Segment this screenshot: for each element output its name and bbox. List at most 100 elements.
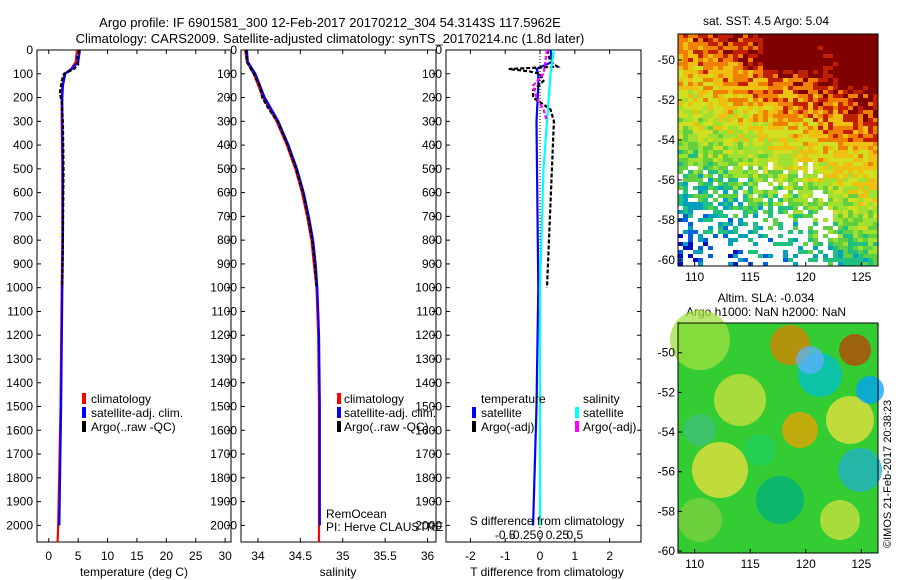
sst-cell (688, 258, 694, 263)
sst-cell (843, 122, 849, 127)
sst-cell (703, 210, 709, 215)
sst-cell (733, 122, 739, 127)
sst-cell (768, 78, 774, 83)
sst-cell (873, 118, 879, 123)
sst-cell (678, 90, 684, 95)
sst-cell (788, 206, 794, 211)
sst-cell (703, 170, 709, 175)
sst-cell (863, 62, 869, 67)
sst-cell (778, 34, 784, 39)
sst-cell (703, 142, 709, 147)
sst-cell (728, 154, 734, 159)
sst-cell (818, 250, 824, 255)
sst-cell (758, 246, 764, 251)
sla-blob (796, 346, 824, 374)
sst-cell (753, 246, 759, 251)
sst-cell (868, 206, 874, 211)
sst-cell (713, 170, 719, 175)
sst-cell (723, 170, 729, 175)
sst-cell (833, 138, 839, 143)
sst-cell (773, 194, 779, 199)
sst-cell (743, 254, 749, 259)
sst-cell (758, 134, 764, 139)
sst-cell (693, 194, 699, 199)
sst-cell (733, 50, 739, 55)
sst-cell (868, 114, 874, 119)
sst-cell (798, 94, 804, 99)
sst-cell (738, 146, 744, 151)
sst-cell (683, 34, 689, 39)
sst-cell (808, 182, 814, 187)
sst-cell (828, 38, 834, 43)
sst-cell (833, 86, 839, 91)
sst-cell (738, 258, 744, 263)
sst-cell (813, 218, 819, 223)
sst-cell (723, 118, 729, 123)
sst-cell (698, 106, 704, 111)
sst-cell (723, 74, 729, 79)
sst-cell (823, 118, 829, 123)
sst-cell (788, 102, 794, 107)
sst-cell (778, 82, 784, 87)
sst-cell (788, 82, 794, 87)
sst-cell (693, 222, 699, 227)
sst-cell (863, 230, 869, 235)
legend-swatch-t-argo (472, 421, 476, 432)
sst-cell (683, 162, 689, 167)
depth-tick-label: 800 (422, 233, 442, 247)
sst-cell (733, 202, 739, 207)
sst-cell (703, 138, 709, 143)
sst-cell (773, 250, 779, 255)
sst-cell (808, 162, 814, 167)
sst-cell (828, 46, 834, 51)
sst-cell (708, 62, 714, 67)
sst-cell (873, 218, 879, 223)
sst-cell (753, 174, 759, 179)
sst-cell (798, 130, 804, 135)
sst-cell (713, 206, 719, 211)
sst-cell (683, 206, 689, 211)
sst-cell (848, 254, 854, 259)
map-y-tick-label: -60 (658, 544, 676, 558)
sst-cell (738, 182, 744, 187)
sst-cell (853, 218, 859, 223)
sst-cell (858, 90, 864, 95)
sst-cell (853, 114, 859, 119)
sst-cell (768, 254, 774, 259)
sst-cell (743, 206, 749, 211)
sst-cell (678, 174, 684, 179)
sst-cell (873, 194, 879, 199)
sst-cell (753, 98, 759, 103)
sst-cell (873, 130, 879, 135)
sst-cell (693, 254, 699, 259)
sst-cell (773, 246, 779, 251)
sst-cell (788, 202, 794, 207)
sst-cell (778, 38, 784, 43)
sst-cell (818, 218, 824, 223)
sst-cell (693, 74, 699, 79)
sst-cell (703, 110, 709, 115)
sla-blob (714, 374, 766, 426)
sst-cell (733, 178, 739, 183)
sst-cell (813, 34, 819, 39)
sst-cell (823, 190, 829, 195)
sst-cell (848, 106, 854, 111)
sst-cell (798, 66, 804, 71)
sst-cell (723, 238, 729, 243)
sst-cell (858, 158, 864, 163)
map-x-tick-label: 120 (796, 270, 816, 284)
sst-cell (678, 106, 684, 111)
sst-cell (823, 230, 829, 235)
sst-cell (693, 178, 699, 183)
sst-cell (813, 90, 819, 95)
sst-cell (703, 158, 709, 163)
sst-cell (798, 258, 804, 263)
sst-cell (688, 82, 694, 87)
sst-cell (838, 186, 844, 191)
sst-cell (793, 138, 799, 143)
sst-cell (713, 134, 719, 139)
sst-cell (848, 102, 854, 107)
sst-cell (748, 82, 754, 87)
header-line-2: Climatology: CARS2009. Satellite-adjuste… (76, 31, 585, 46)
sst-cell (873, 62, 879, 67)
